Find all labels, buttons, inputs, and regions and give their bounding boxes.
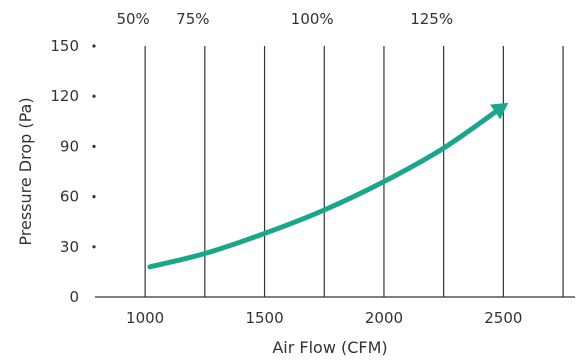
y-axis-ticks: 0 30 60 90 120 150 <box>50 37 96 306</box>
series-layer <box>147 102 509 270</box>
top-axis-label: 50% <box>116 10 149 28</box>
top-axis-labels: 50% 75% 100% 125% <box>116 10 453 28</box>
x-axis-title: Air Flow (CFM) <box>272 338 387 357</box>
x-tick-label: 1000 <box>126 309 164 327</box>
series-line-0 <box>147 103 506 270</box>
y-tick-marker <box>92 44 96 48</box>
y-tick-marker <box>92 144 96 148</box>
series-arrowhead-0 <box>490 102 509 120</box>
y-tick-label: 0 <box>69 288 79 306</box>
x-tick-label: 1500 <box>245 309 283 327</box>
top-axis-label: 125% <box>410 10 453 28</box>
vertical-gridlines <box>144 46 564 297</box>
y-tick-label: 120 <box>50 87 79 105</box>
y-tick-marker <box>92 195 96 199</box>
y-axis-title: Pressure Drop (Pa) <box>16 97 35 245</box>
top-axis-label: 75% <box>176 10 209 28</box>
top-axis-label: 100% <box>291 10 334 28</box>
y-tick-marker <box>92 94 96 98</box>
y-tick-label: 90 <box>60 137 79 155</box>
x-tick-label: 2500 <box>484 309 522 327</box>
y-tick-label: 150 <box>50 37 79 55</box>
x-tick-label: 2000 <box>365 309 403 327</box>
y-tick-label: 60 <box>60 188 79 206</box>
y-tick-marker <box>92 245 96 249</box>
x-axis-ticks: 1000 1500 2000 2500 <box>126 309 522 327</box>
y-tick-label: 30 <box>60 238 79 256</box>
